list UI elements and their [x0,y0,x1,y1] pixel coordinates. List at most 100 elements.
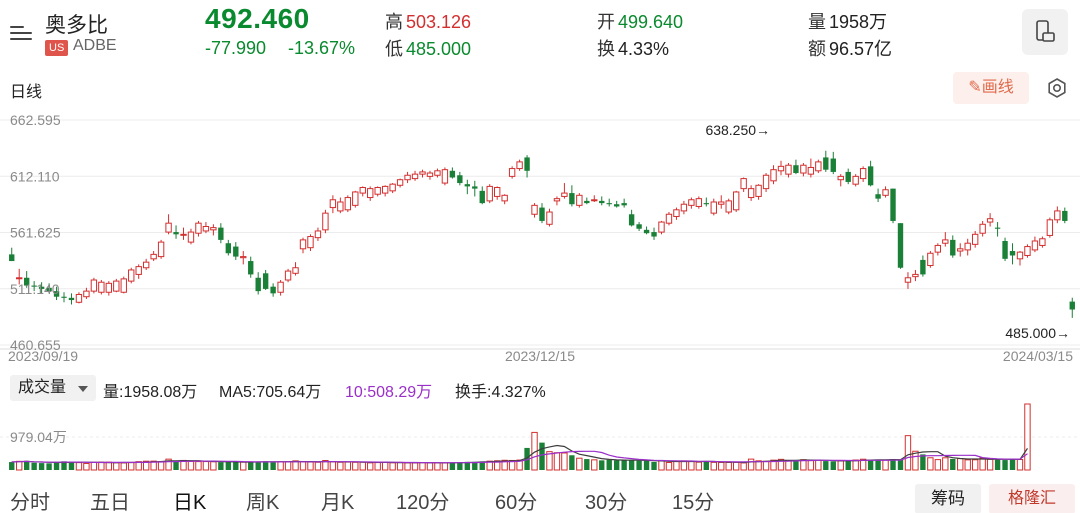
volume-bar [636,460,642,470]
candle [292,262,299,276]
candle [142,258,150,270]
volume-bar [695,461,703,471]
indicator-select-label: 成交量 [18,379,67,396]
candle [673,207,680,220]
volume-bar [135,461,142,471]
volume-bar [553,452,561,471]
chip-distribution-button[interactable]: 筹码 [915,484,981,513]
candle-body [374,187,381,195]
volume-bar [337,461,344,471]
tab-60min[interactable]: 60分 [495,492,538,513]
candle-body [329,199,337,209]
volume-bar [591,459,598,471]
candle-body [434,170,441,176]
volume-bar [942,457,949,471]
market-badge: US [45,40,69,56]
volume-bar [90,461,98,471]
candle [890,188,896,224]
volume-bar [703,461,709,470]
volume-bar [292,460,299,471]
landscape-toggle-button[interactable] [1022,9,1068,55]
candle [83,287,90,299]
volume-bar [157,461,165,471]
candle-body [643,229,650,234]
candle-body [344,197,352,211]
candle-body [665,213,673,224]
volume-bar [128,462,135,471]
low-value: 485.000 [406,39,472,59]
candle-body [516,161,523,170]
candle [389,183,396,194]
volume-bar [979,457,986,471]
candle [31,281,37,292]
candle-body [613,204,620,207]
menu-list-icon[interactable] [10,24,32,42]
tab-monthly-k[interactable]: 月K [321,492,355,513]
volume-bar [210,461,217,471]
tab-30min[interactable]: 30分 [585,492,628,513]
candle [75,292,83,304]
volume-bar [1002,460,1008,470]
candle [628,209,635,227]
candle [165,214,172,235]
candle-body [986,218,994,223]
settings-icon[interactable] [1045,76,1069,100]
candle-body [1016,251,1024,260]
volume-bar [882,459,889,471]
volume-bar [248,462,254,470]
candle-body [1002,240,1008,259]
volume-bar [971,459,979,471]
tab-timeshare[interactable]: 分时 [10,492,50,513]
candle [202,222,210,234]
candle [1024,244,1031,258]
draw-line-button[interactable]: ✎画线 [953,72,1029,104]
candle-body [770,169,777,182]
candle-body [396,179,404,186]
candle-body [553,198,561,202]
candlestick-chart[interactable]: 662.595612.110561.625511.140460.6552023/… [0,108,1080,370]
candle [539,203,545,224]
axis-labels: 662.595612.110561.625511.140460.6552023/… [8,112,1073,364]
volume-bar [83,462,90,471]
candle-body [807,166,815,175]
volume-bar [142,460,150,471]
candle [135,264,142,279]
candle-body [628,214,635,226]
candle [725,198,732,215]
volume-chart[interactable]: 979.04万 [0,402,1080,472]
candle-body [890,188,896,221]
tab-daily-k[interactable]: 日K [173,492,207,513]
candle-body [299,239,307,250]
candle [173,225,179,239]
candle-body [262,273,269,289]
volume-bar [867,459,874,470]
candle [561,183,568,199]
candle-body [867,166,874,186]
candle-body [688,199,695,206]
volume-bar [837,460,844,471]
volume-bar [904,435,912,471]
tab-120min[interactable]: 120分 [396,492,450,513]
candle [680,200,688,215]
candle-body [569,193,575,205]
volume-bar [218,462,224,470]
tab-weekly-k[interactable]: 周K [246,492,280,513]
volume-bar [613,460,620,470]
tab-five-day[interactable]: 五日 [90,492,130,513]
candle-body [658,221,665,233]
low-label: 低 [385,39,403,59]
candle [830,151,836,175]
volume-bar [920,454,926,470]
candle-body [150,253,157,260]
candle-body [755,184,762,197]
candle-body [255,277,261,292]
candle [755,184,762,200]
indicator-select[interactable]: 成交量 [10,375,96,401]
volume-bar [419,462,426,471]
volume-bar [75,462,83,471]
candle-body [875,194,881,199]
candle [367,186,374,201]
volume-bar [165,458,172,471]
tab-15min[interactable]: 15分 [672,492,715,513]
candle-series [9,150,1075,318]
